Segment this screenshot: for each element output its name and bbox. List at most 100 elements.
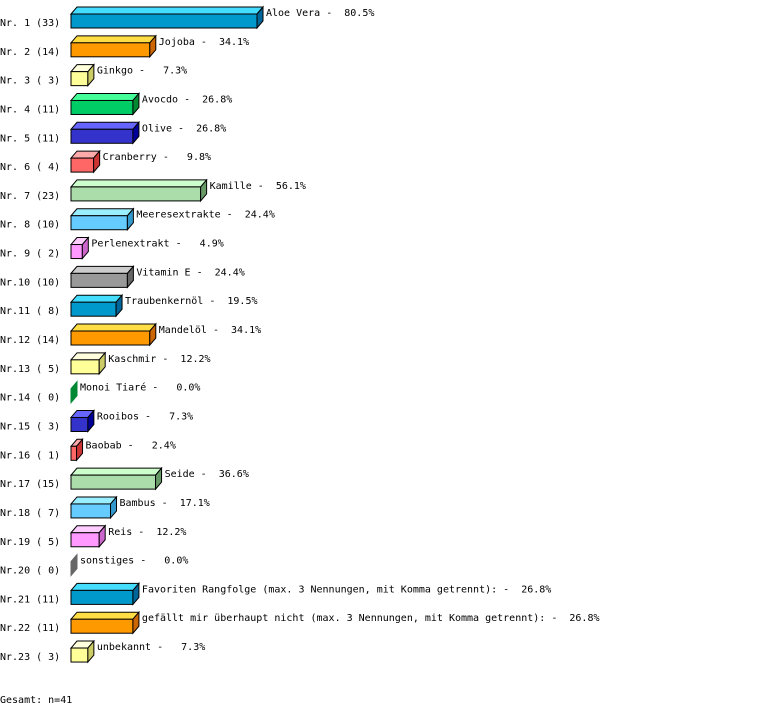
bar-side <box>126 207 134 232</box>
row-label: Nr. 2 (14) <box>0 47 60 58</box>
bar-side <box>132 610 140 635</box>
row-label: Nr.10 (10) <box>0 277 60 288</box>
bar-side <box>98 351 106 376</box>
bar <box>70 272 128 288</box>
row-label: Nr. 5 (11) <box>0 133 60 144</box>
bar-top <box>69 208 135 217</box>
bar <box>70 71 89 87</box>
bar <box>70 618 134 634</box>
bar-side <box>87 639 95 664</box>
data-label: Jojoba - 34.1% <box>159 37 249 48</box>
bar-side <box>132 582 140 606</box>
row-label: Nr.11 ( 8) <box>0 306 60 317</box>
data-label: Kamille - 56.1% <box>210 181 306 192</box>
bar <box>70 589 134 605</box>
data-label: Seide - 36.6% <box>165 469 249 480</box>
bar <box>70 99 134 115</box>
data-label: Olive - 26.8% <box>142 123 226 134</box>
row-label: Nr. 6 ( 4) <box>0 162 60 173</box>
data-label: Reis - 12.2% <box>108 527 186 538</box>
bar-top <box>69 467 163 476</box>
bar-top <box>69 496 118 505</box>
bar-side <box>155 466 163 491</box>
data-label: unbekannt - 7.3% <box>97 642 205 653</box>
bar-top <box>69 6 265 15</box>
row-label: Nr.20 ( 0) <box>0 566 60 577</box>
row-label: Nr.12 (14) <box>0 335 60 346</box>
bar-side <box>98 524 106 549</box>
row-label: Nr.13 ( 5) <box>0 364 60 375</box>
bar-top <box>69 121 141 130</box>
bar <box>70 42 151 58</box>
bar <box>70 532 100 548</box>
row-label: Nr.19 ( 5) <box>0 537 60 548</box>
data-label: Mandelöl - 34.1% <box>159 325 261 336</box>
bar-top <box>69 611 141 620</box>
bar <box>70 330 151 346</box>
bar-side <box>81 236 89 260</box>
bar-side <box>87 63 95 87</box>
bar-side <box>149 34 157 59</box>
row-label: Nr.15 ( 3) <box>0 421 60 432</box>
bar-side <box>149 322 157 347</box>
row-label: Nr.21 (11) <box>0 594 60 605</box>
data-label: Kaschmir - 12.2% <box>108 354 210 365</box>
bar-top <box>69 179 208 188</box>
bar <box>70 244 83 260</box>
data-label: Vitamin E - 24.4% <box>136 267 244 278</box>
bar <box>70 647 89 663</box>
data-label: Bambus - 17.1% <box>120 498 210 509</box>
data-label: Ginkgo - 7.3% <box>97 66 187 77</box>
row-label: Nr.17 (15) <box>0 479 60 490</box>
bar <box>70 301 117 317</box>
bar-side <box>256 5 264 30</box>
row-label: Nr. 9 ( 2) <box>0 249 60 260</box>
bar <box>70 474 157 490</box>
bar <box>70 13 258 29</box>
bar-side <box>115 293 123 318</box>
bar <box>70 359 100 375</box>
data-label: Meeresextrakte - 24.4% <box>136 210 274 221</box>
row-label: Nr.23 ( 3) <box>0 652 60 663</box>
bar-top <box>69 582 141 591</box>
footer-total: Gesamt: n=41 <box>0 695 72 706</box>
bar-top <box>69 323 157 332</box>
data-label: Favoriten Rangfolge (max. 3 Nennungen, m… <box>142 584 551 595</box>
row-label: Nr. 1 (33) <box>0 18 60 29</box>
bar-side <box>87 409 95 433</box>
bar-side <box>93 149 101 174</box>
bar-side <box>132 92 140 116</box>
data-label: Rooibos - 7.3% <box>97 411 193 422</box>
bar-side <box>132 120 140 145</box>
bar-side <box>200 178 208 203</box>
bar-top <box>69 92 141 101</box>
bar-top <box>69 35 157 44</box>
bar-top <box>69 294 124 303</box>
bar <box>70 157 95 173</box>
bar <box>70 503 112 519</box>
bar-side <box>126 265 134 289</box>
row-label: Nr.22 (11) <box>0 623 60 634</box>
row-label: Nr.18 ( 7) <box>0 508 60 519</box>
data-label: gefällt mir überhaupt nicht (max. 3 Nenn… <box>142 613 600 624</box>
data-label: Monoi Tiaré - 0.0% <box>80 382 200 394</box>
bar <box>70 128 134 144</box>
row-label: Nr.16 ( 1) <box>0 450 60 461</box>
bar-side <box>110 495 118 520</box>
data-label: Aloe Vera - 80.5% <box>266 8 374 19</box>
row-label: Nr. 3 ( 3) <box>0 76 60 87</box>
bar <box>70 416 89 432</box>
row-label: Nr. 7 (23) <box>0 191 60 202</box>
data-label: Avocdo - 26.8% <box>142 94 232 105</box>
bar <box>70 215 128 231</box>
data-label: Traubenkernöl - 19.5% <box>125 296 257 307</box>
bar <box>70 186 202 202</box>
data-label: Baobab - 2.4% <box>86 440 176 451</box>
bar-side <box>70 553 78 577</box>
bar-top <box>69 265 135 274</box>
data-label: Cranberry - 9.8% <box>103 152 211 163</box>
row-label: Nr. 8 (10) <box>0 220 60 231</box>
bar-side <box>70 380 78 405</box>
data-label: Perlenextrakt - 4.9% <box>91 239 223 250</box>
